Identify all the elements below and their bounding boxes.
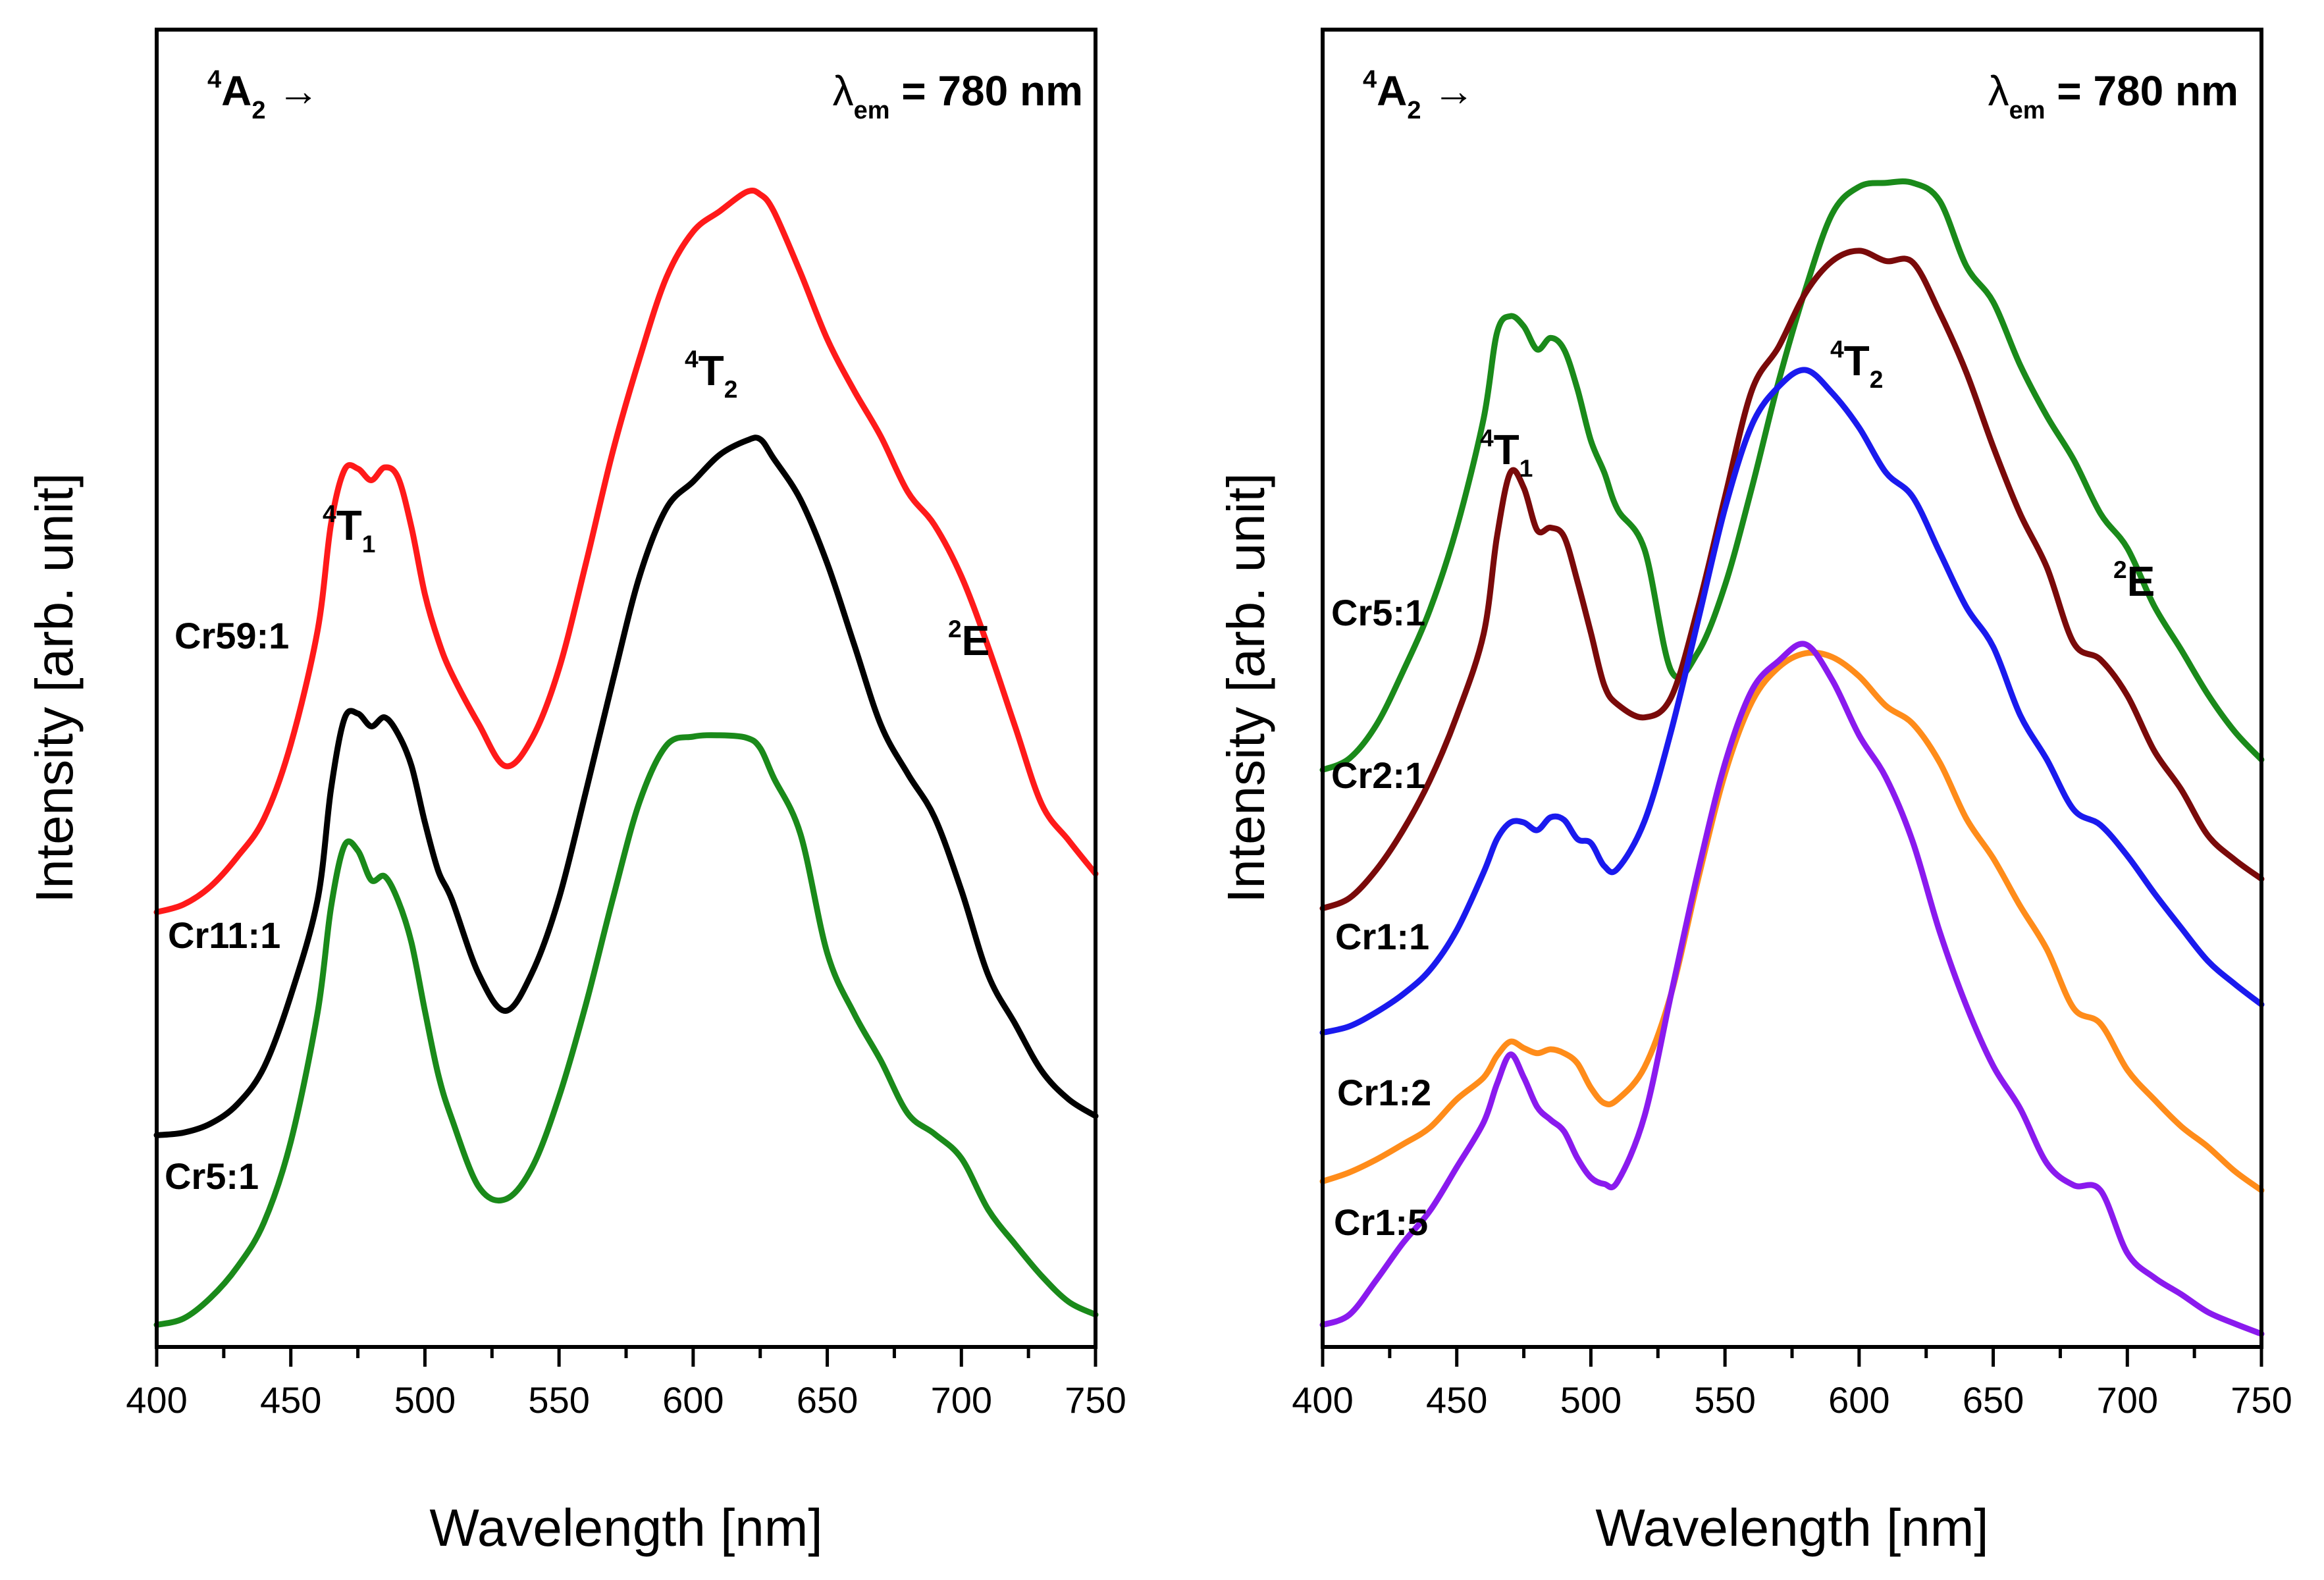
chart-panel-right: Cr5:1 Cr2:1 Cr1:1 Cr1:2 Cr1:5 400 450 500 550 600… [1217,28,2292,1557]
series-line-Cr2:1 [1319,248,2265,912]
x-axis-title: Wavelength [nm] [429,1498,822,1557]
y-axis-title: Intensity [arb. unit] [25,473,84,903]
series-line-Cr59:1 [153,187,1099,916]
series-label-Cr5:1: Cr5:1 [1331,592,1425,633]
series-line-Cr5:1 [1319,178,2265,773]
e-band-label: 2E [948,615,990,664]
series-label-Cr1:2: Cr1:2 [1337,1072,1431,1113]
x-tick-label: 700 [931,1379,992,1421]
emission-wavelength-label: λem = 780 nm [833,67,1083,124]
transition-label: 4A2 → [1363,66,1475,124]
series-label-Cr1:5: Cr1:5 [1334,1201,1428,1243]
series-label-Cr59:1: Cr59:1 [174,615,289,656]
x-tick-label: 700 [2097,1379,2158,1421]
x-tick-label: 450 [1426,1379,1487,1421]
series-line-Cr1:1 [1319,367,2265,1036]
y-axis-title: Intensity [arb. unit] [1217,473,1275,903]
x-tick-label: 400 [126,1379,187,1421]
transition-label: 4A2 → [207,66,319,124]
x-tick-label: 600 [662,1379,724,1421]
x-tick-label: 550 [1694,1379,1755,1421]
x-tick-label: 450 [260,1379,321,1421]
series-line-Cr5:1 [153,732,1099,1328]
series-label-Cr1:1: Cr1:1 [1335,916,1429,957]
x-tick-label: 650 [1963,1379,2024,1421]
e-band-label: 2E [2113,556,2155,605]
t2-band-label: 4T2 [1830,335,1883,393]
x-tick-label: 550 [528,1379,589,1421]
t1-band-label: 4T1 [323,500,375,558]
series-line-Cr1:5 [1319,641,2265,1337]
series-line-Cr11:1 [153,434,1099,1138]
series-label-Cr5:1: Cr5:1 [165,1155,259,1197]
t2-band-label: 4T2 [685,345,737,403]
x-tick-label: 600 [1828,1379,1889,1421]
x-tick-label: 750 [2231,1379,2292,1421]
x-tick-label: 400 [1292,1379,1353,1421]
emission-wavelength-label: λem = 780 nm [1988,67,2238,124]
series-label-Cr2:1: Cr2:1 [1331,754,1425,796]
x-tick-label: 500 [394,1379,456,1421]
series-label-Cr11:1: Cr11:1 [168,914,280,956]
t1-band-label: 4T1 [1480,424,1533,482]
chart-panel-left: Cr59:1 Cr11:1 Cr5:1 400 450 500 550 600 650 700 75… [25,28,1126,1557]
x-tick-label: 500 [1560,1379,1622,1421]
x-tick-label: 650 [797,1379,858,1421]
x-axis-title: Wavelength [nm] [1595,1498,1988,1557]
x-tick-label: 750 [1065,1379,1126,1421]
